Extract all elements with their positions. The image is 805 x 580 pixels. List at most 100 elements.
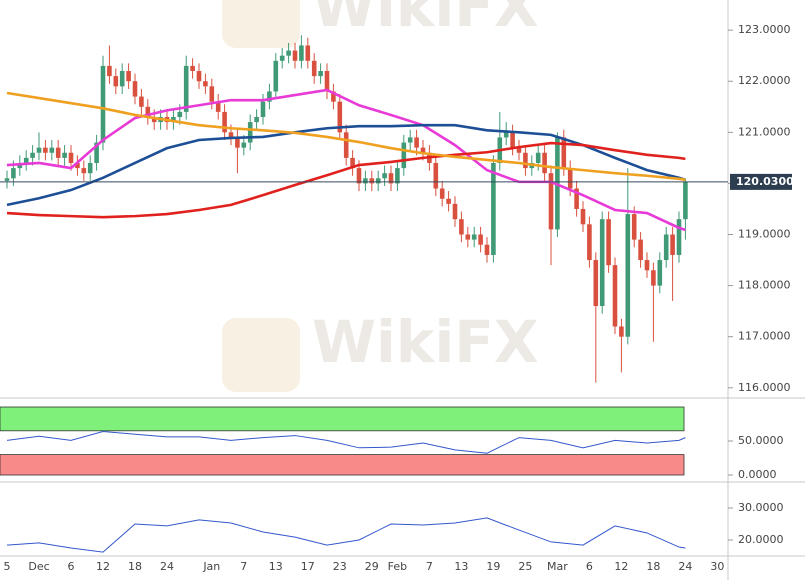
x-tick-label: 13 xyxy=(269,560,283,573)
line xyxy=(6,517,686,553)
candle-body xyxy=(100,65,106,143)
y-tick-label: 50.0000 xyxy=(738,434,784,447)
candle-body xyxy=(644,260,650,271)
watermark-logo xyxy=(222,318,300,392)
last-price-label: 120.0300 xyxy=(736,175,794,188)
candle-body xyxy=(548,173,554,230)
candle-body xyxy=(286,50,291,56)
x-tick-label: 6 xyxy=(68,560,75,573)
candle-body xyxy=(343,132,349,158)
candle-body xyxy=(446,198,451,204)
candle-body xyxy=(478,234,483,245)
candle-body xyxy=(439,188,445,199)
candle-body xyxy=(324,71,330,92)
x-tick-label: 17 xyxy=(301,560,315,573)
candle-body xyxy=(279,55,285,61)
last-price-box xyxy=(730,173,792,190)
candle-body xyxy=(209,86,215,102)
candle-body xyxy=(4,178,10,181)
candle-body xyxy=(17,162,23,169)
candle-body xyxy=(465,234,471,240)
x-tick-label: 6 xyxy=(586,560,593,573)
line xyxy=(6,141,686,219)
candle-body xyxy=(151,116,157,123)
x-tick-label: Mar xyxy=(547,560,568,573)
candle-body xyxy=(587,224,592,261)
candle-body xyxy=(471,234,477,240)
candle-body xyxy=(107,65,112,77)
candle-body xyxy=(580,208,586,225)
candle-body xyxy=(510,132,515,148)
candle-body xyxy=(420,147,426,153)
y-tick-label: 121.0000 xyxy=(738,125,791,138)
candle-body xyxy=(260,101,266,117)
watermark-logo xyxy=(222,0,300,48)
candle-body xyxy=(414,137,419,148)
candle-body xyxy=(619,326,624,337)
candle-body xyxy=(139,96,144,107)
candle-body xyxy=(657,260,663,286)
candle-body xyxy=(542,152,547,174)
candle-body xyxy=(299,45,304,61)
candle-body xyxy=(407,137,413,143)
candle-body xyxy=(631,214,637,240)
candle-body xyxy=(36,147,42,153)
x-tick-label: Dec xyxy=(28,560,49,573)
candle-body xyxy=(363,178,368,184)
candle-body xyxy=(337,101,343,133)
candle-body xyxy=(235,137,240,148)
candle-body xyxy=(43,147,48,153)
candle-body xyxy=(55,147,61,158)
candle-body xyxy=(203,81,208,87)
candle-body xyxy=(267,91,272,102)
candle-body xyxy=(676,219,682,255)
candle-body xyxy=(49,147,55,153)
candle-body xyxy=(599,219,605,307)
candle-body xyxy=(119,71,125,87)
x-tick-label: 12 xyxy=(96,560,110,573)
y-tick-label: 118.0000 xyxy=(738,279,791,292)
candle-body xyxy=(318,71,323,77)
line xyxy=(6,123,686,207)
candle-body xyxy=(254,116,259,123)
x-tick-label: 5 xyxy=(4,560,11,573)
candle-body xyxy=(273,60,279,92)
candle-body xyxy=(183,65,189,112)
candle-body xyxy=(23,157,29,163)
candle-body xyxy=(228,132,234,138)
y-tick-label: 20.0000 xyxy=(738,533,784,546)
x-tick-label: 13 xyxy=(454,560,468,573)
candle-body xyxy=(113,76,119,87)
y-tick-label: 122.0000 xyxy=(738,74,791,87)
x-tick-label: 7 xyxy=(240,560,247,573)
y-tick-label: 117.0000 xyxy=(738,330,791,343)
line xyxy=(6,88,686,232)
candle-body xyxy=(651,270,656,286)
candle-body xyxy=(196,71,202,82)
candle-body xyxy=(593,260,599,307)
candle-body xyxy=(171,116,176,123)
y-tick-label: 30.0000 xyxy=(738,501,784,514)
candle-body xyxy=(94,142,99,163)
candle-body xyxy=(81,168,87,174)
x-tick-label: 18 xyxy=(646,560,660,573)
x-tick-label: 23 xyxy=(333,560,347,573)
candle-body xyxy=(177,111,183,117)
line xyxy=(6,430,686,454)
candle-body xyxy=(190,65,195,72)
candle-body xyxy=(145,106,151,117)
x-tick-label: 18 xyxy=(128,560,142,573)
watermark-middle: WikiFX xyxy=(222,308,539,392)
candle-body xyxy=(401,142,407,169)
candle-body xyxy=(30,152,35,158)
candle-body xyxy=(132,81,138,97)
candle-body xyxy=(126,71,131,82)
x-tick-label: 19 xyxy=(486,560,500,573)
candle-body xyxy=(215,101,221,112)
candle-body xyxy=(612,265,618,327)
candle-body xyxy=(606,219,611,266)
candle-body xyxy=(369,178,375,184)
candle-body xyxy=(305,45,311,61)
line xyxy=(6,91,686,182)
candle-body xyxy=(663,234,669,261)
